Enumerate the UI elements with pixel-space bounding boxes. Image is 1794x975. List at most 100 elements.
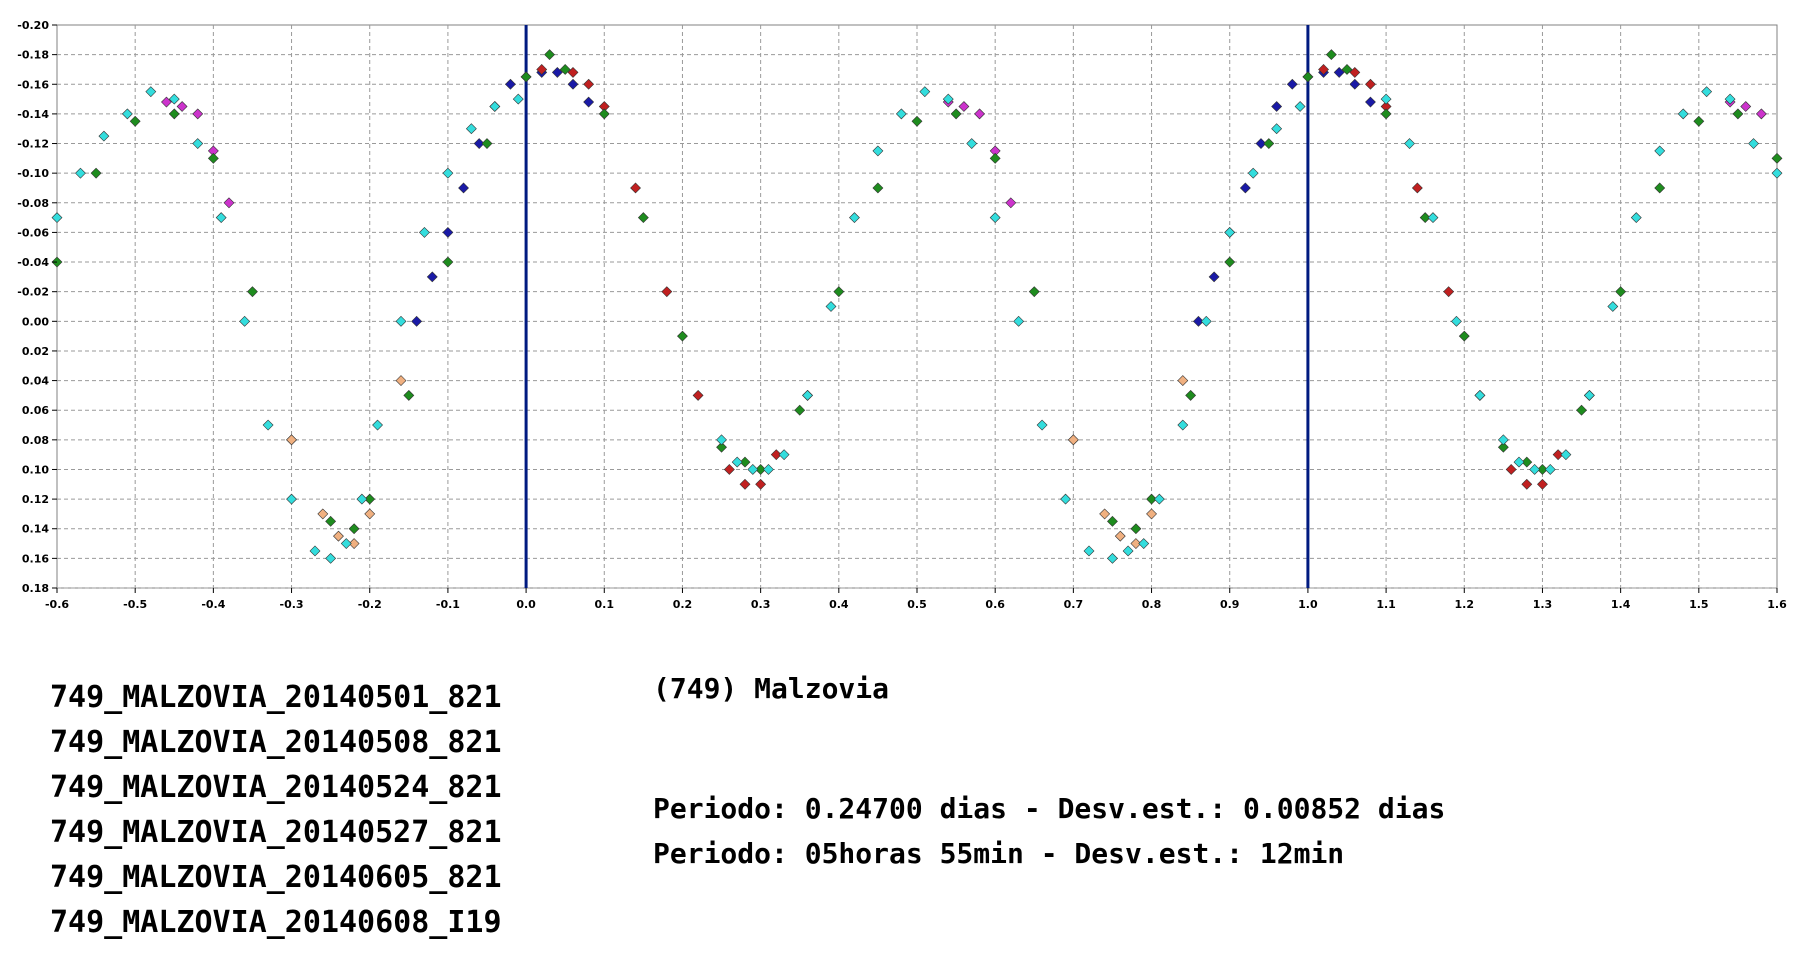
data-point	[1271, 101, 1283, 112]
x-tick-label: -0.2	[358, 598, 382, 611]
data-point	[1122, 545, 1134, 557]
legend-entry: 749_MALZOVIA_20140501_821	[50, 680, 502, 715]
x-tick-label: 0.2	[673, 598, 693, 611]
data-point	[325, 515, 337, 527]
data-point	[98, 130, 110, 142]
data-point	[1185, 389, 1197, 401]
data-point	[75, 167, 86, 179]
x-tick-label: 0.5	[907, 598, 927, 611]
data-point	[1419, 212, 1431, 224]
data-point	[1740, 101, 1752, 112]
data-points	[51, 49, 1783, 564]
data-point	[739, 456, 751, 468]
data-point	[1411, 182, 1423, 194]
data-point	[481, 138, 493, 149]
data-point	[958, 101, 970, 112]
y-tick-label: -0.14	[17, 108, 49, 121]
data-point	[1443, 286, 1455, 298]
data-point	[348, 523, 360, 535]
data-point	[121, 108, 133, 120]
data-point	[1013, 315, 1025, 327]
data-point	[1748, 138, 1759, 149]
data-point	[1028, 286, 1040, 298]
data-point	[1302, 71, 1314, 83]
data-point	[215, 212, 227, 224]
data-point	[1318, 64, 1329, 75]
data-point	[90, 167, 102, 179]
data-point	[403, 389, 415, 401]
data-point	[129, 115, 141, 127]
data-point	[1630, 212, 1642, 224]
data-point	[325, 552, 337, 564]
y-tick-label: -0.20	[17, 19, 49, 32]
x-tick-label: 0.1	[595, 598, 615, 611]
data-point	[395, 315, 407, 327]
data-point	[1380, 108, 1392, 120]
data-point	[442, 167, 454, 179]
data-point	[1427, 212, 1439, 224]
period-hours: Periodo: 05horas 55min - Desv.est.: 12mi…	[653, 837, 1345, 870]
data-point	[802, 389, 813, 401]
data-point	[473, 138, 485, 149]
data-point	[348, 538, 360, 549]
data-point	[1263, 138, 1275, 149]
data-point	[1177, 375, 1189, 387]
data-point	[661, 286, 673, 298]
data-point	[1513, 456, 1525, 468]
data-point	[544, 49, 555, 61]
data-point	[989, 152, 1001, 164]
data-point	[1130, 538, 1142, 549]
legend-entry: 749_MALZOVIA_20140527_821	[50, 815, 502, 850]
phase-markers	[524, 25, 1310, 588]
series-legend: 749_MALZOVIA_20140501_821 749_MALZOVIA_20…	[50, 675, 502, 945]
data-point	[465, 123, 477, 135]
x-tick-label: -0.5	[123, 598, 147, 611]
data-point	[1583, 389, 1595, 401]
data-point	[583, 96, 595, 108]
data-point	[1130, 523, 1142, 535]
data-point	[731, 456, 743, 468]
x-tick-label: 1.6	[1767, 598, 1787, 611]
x-tick-label: 0.7	[1064, 598, 1084, 611]
x-tick-label: 1.0	[1298, 598, 1318, 611]
data-point	[872, 145, 884, 157]
data-point	[637, 212, 649, 224]
y-axis-ticks: -0.20 -0.18 -0.16 -0.14 -0.12 -0.10 -0.08 -0.06…	[17, 19, 57, 595]
data-point	[1537, 464, 1548, 475]
data-point	[489, 101, 501, 112]
data-point	[333, 530, 344, 542]
data-point	[192, 138, 204, 149]
data-point	[1654, 145, 1666, 157]
y-tick-label: -0.16	[17, 78, 49, 91]
data-point	[778, 449, 790, 461]
data-point	[1497, 441, 1509, 453]
data-point	[51, 212, 63, 224]
data-point	[1380, 93, 1392, 105]
y-tick-label: -0.04	[17, 256, 49, 269]
data-point	[1474, 389, 1486, 401]
data-point	[630, 182, 641, 194]
data-point	[356, 493, 368, 505]
y-tick-label: -0.12	[17, 138, 49, 151]
data-point	[168, 108, 180, 120]
data-point	[1349, 78, 1361, 90]
data-point	[763, 464, 774, 475]
data-point	[1153, 493, 1165, 505]
data-point	[770, 449, 782, 461]
data-point	[411, 315, 423, 327]
data-point	[1200, 315, 1212, 327]
data-point	[1537, 478, 1548, 490]
x-axis-ticks: -0.6 -0.5 -0.4 -0.3 -0.2 -0.1 0.0 0.1 0.2 0.3 0.4 0…	[45, 588, 1787, 611]
data-point	[239, 315, 251, 327]
data-point	[1114, 530, 1126, 542]
x-tick-label: 0.6	[985, 598, 1005, 611]
data-point	[583, 78, 595, 90]
lightcurve-chart: -0.6 -0.5 -0.4 -0.3 -0.2 -0.1 0.0 0.1 0.2 0.3 0.4 0…	[17, 19, 1787, 611]
data-point	[1349, 66, 1361, 78]
data-point	[747, 464, 759, 475]
data-point	[1771, 152, 1783, 164]
legend-entry: 749_MALZOVIA_20140605_821	[50, 860, 502, 895]
legend-entry: 749_MALZOVIA_20140524_821	[50, 770, 502, 805]
data-point	[262, 419, 274, 431]
y-tick-label: 0.12	[22, 493, 49, 506]
